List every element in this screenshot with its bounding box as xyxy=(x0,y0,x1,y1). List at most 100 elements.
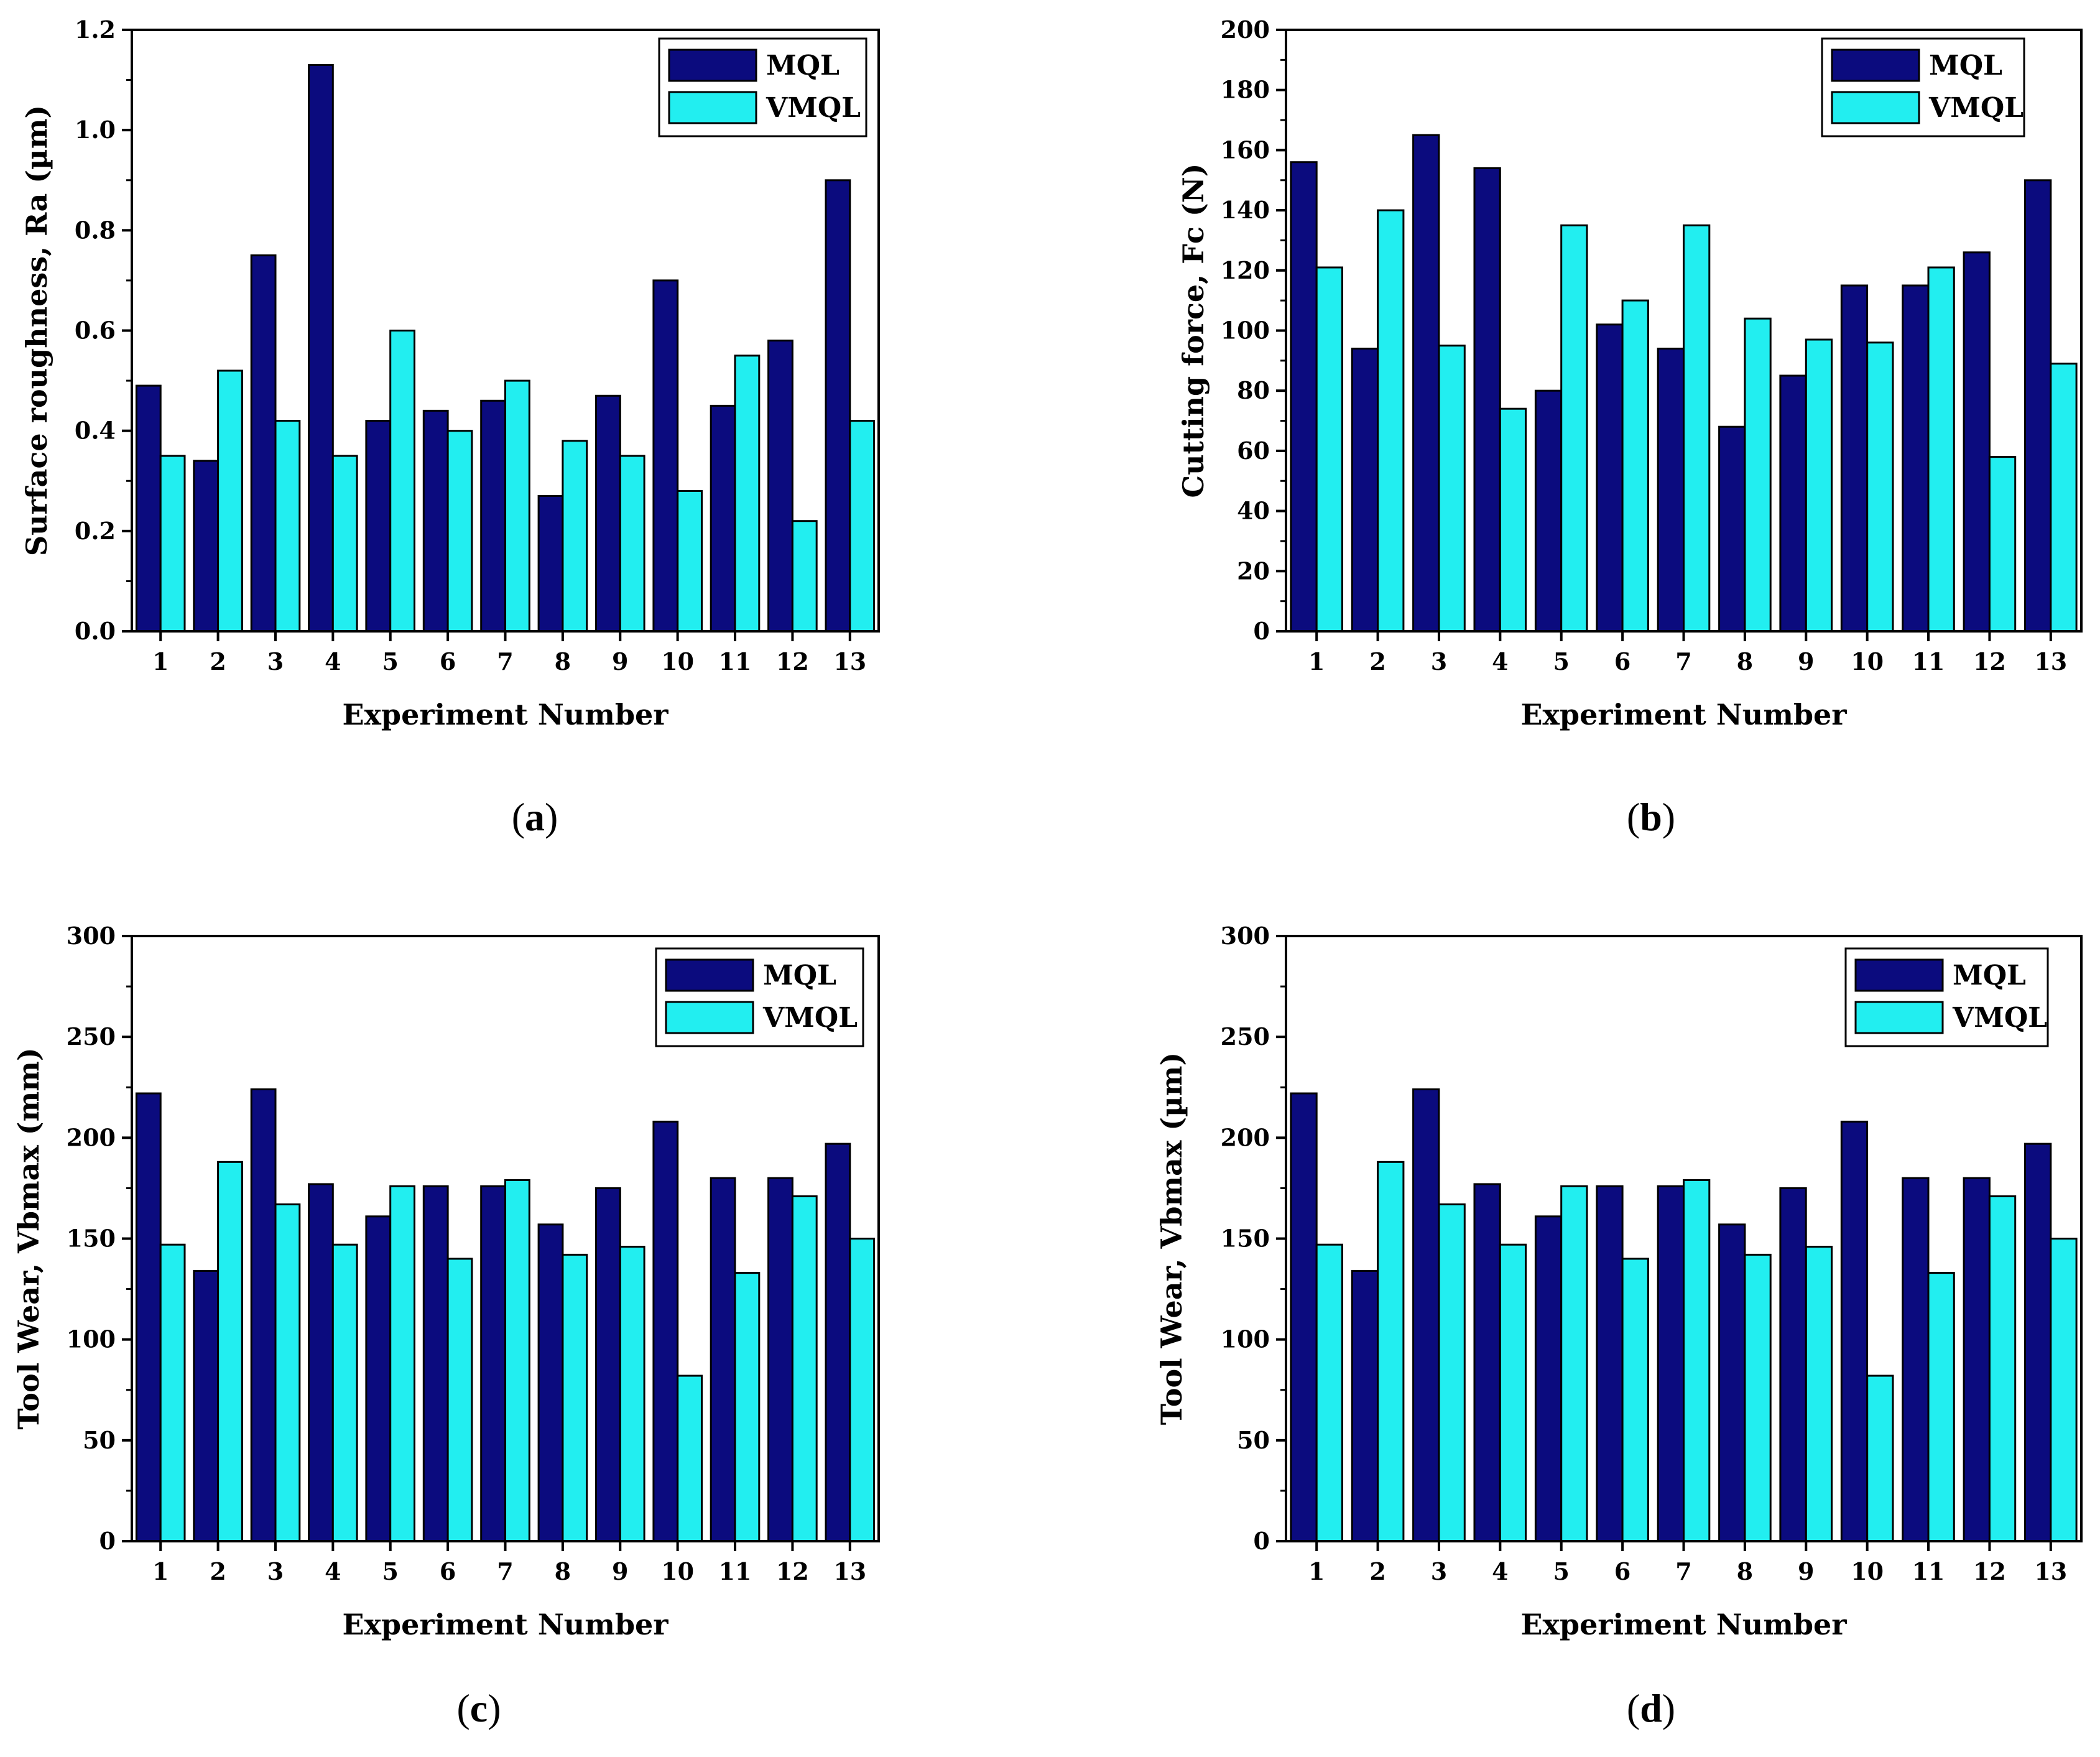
x-tick-label: 1 xyxy=(1308,647,1325,675)
x-tick-label: 2 xyxy=(210,1557,226,1585)
bar-vmql-7 xyxy=(504,379,530,633)
legend: MQL VMQL xyxy=(658,37,867,137)
y-tick-label: 300 xyxy=(67,922,116,950)
bar-mql-6 xyxy=(1596,323,1624,633)
bar-vmql-9 xyxy=(619,455,645,633)
bar-vmql-4 xyxy=(331,455,358,633)
x-tick-label: 1 xyxy=(1308,1557,1325,1585)
bar-vmql-5 xyxy=(1560,1185,1588,1542)
bar-vmql-10 xyxy=(1866,1375,1894,1542)
bar-mql-10 xyxy=(652,1120,679,1542)
legend-swatch-vmql xyxy=(665,1001,754,1034)
y-tick-label: 100 xyxy=(1221,1325,1270,1353)
y-tick-label: 100 xyxy=(67,1325,116,1353)
bar-vmql-3 xyxy=(274,1203,301,1542)
bar-mql-3 xyxy=(1412,134,1440,633)
bar-vmql-12 xyxy=(1988,1195,2017,1542)
legend-swatch-vmql xyxy=(1831,91,1920,124)
bar-mql-5 xyxy=(1534,1215,1563,1542)
bar-mql-6 xyxy=(422,1185,449,1542)
bar-mql-10 xyxy=(652,279,679,633)
bar-vmql-1 xyxy=(1315,266,1343,633)
bar-vmql-9 xyxy=(1805,1246,1833,1542)
bar-vmql-8 xyxy=(1744,1253,1772,1542)
bar-mql-2 xyxy=(193,1269,220,1542)
bar-mql-4 xyxy=(1473,1183,1501,1542)
legend: MQL VMQL xyxy=(1844,947,2049,1047)
legend: MQL VMQL xyxy=(655,947,864,1047)
panel-caption: (d) xyxy=(1627,1686,1675,1730)
legend-label-mql: MQL xyxy=(1953,960,2026,991)
x-tick-label: 8 xyxy=(1737,647,1753,675)
bar-vmql-13 xyxy=(2050,1238,2078,1542)
x-tick-label: 10 xyxy=(661,1557,694,1585)
bar-vmql-7 xyxy=(1683,1179,1711,1542)
bar-vmql-11 xyxy=(734,1272,761,1542)
bar-mql-10 xyxy=(1840,1120,1869,1542)
y-tick-label: 100 xyxy=(1221,317,1270,345)
y-tick-label: 140 xyxy=(1221,196,1270,224)
bar-vmql-11 xyxy=(1927,266,1955,633)
bar-mql-10 xyxy=(1840,284,1869,633)
x-tick-label: 3 xyxy=(267,1557,284,1585)
bar-vmql-10 xyxy=(1866,341,1894,633)
x-tick-label: 7 xyxy=(497,1557,513,1585)
y-tick-label: 60 xyxy=(1237,437,1270,465)
bar-vmql-2 xyxy=(217,369,243,633)
bar-mql-8 xyxy=(1718,1223,1746,1542)
bar-vmql-10 xyxy=(677,489,703,633)
y-axis-label: Cutting force, Fc (N) xyxy=(1177,164,1210,498)
x-tick-label: 3 xyxy=(1431,647,1447,675)
bar-vmql-6 xyxy=(1621,1258,1649,1542)
x-tick-label: 13 xyxy=(833,647,866,675)
x-tick-label: 9 xyxy=(1798,647,1814,675)
bars-d xyxy=(1290,1088,2078,1542)
x-tick-label: 4 xyxy=(1492,1557,1508,1585)
legend-swatch-mql xyxy=(1831,49,1920,82)
bar-mql-13 xyxy=(825,179,851,633)
legend-label-vmql: VMQL xyxy=(766,92,861,124)
y-tick-label: 40 xyxy=(1237,497,1270,525)
x-tick-label: 5 xyxy=(382,1557,399,1585)
x-tick-label: 4 xyxy=(325,1557,341,1585)
bar-mql-9 xyxy=(1779,1187,1807,1542)
x-tick-label: 7 xyxy=(497,647,513,675)
bar-mql-9 xyxy=(1779,374,1807,633)
y-tick-label: 1.0 xyxy=(75,116,116,144)
bar-vmql-9 xyxy=(1805,338,1833,633)
bar-mql-2 xyxy=(1351,1269,1379,1542)
bar-vmql-7 xyxy=(504,1179,530,1542)
bar-vmql-8 xyxy=(1744,317,1772,633)
bar-mql-13 xyxy=(2024,179,2052,633)
panel-caption: (a) xyxy=(512,795,558,839)
y-tick-label: 0.0 xyxy=(75,617,116,645)
bar-vmql-6 xyxy=(446,430,473,633)
y-tick-label: 250 xyxy=(67,1022,116,1050)
x-tick-label: 10 xyxy=(1851,1557,1884,1585)
bar-vmql-6 xyxy=(1621,299,1649,633)
bar-mql-11 xyxy=(1902,284,1930,633)
y-tick-label: 0.2 xyxy=(75,517,116,545)
x-tick-label: 7 xyxy=(1675,1557,1691,1585)
bar-mql-7 xyxy=(1657,1185,1685,1542)
x-tick-label: 11 xyxy=(719,647,752,675)
bar-vmql-11 xyxy=(1927,1272,1955,1542)
y-tick-label: 0.8 xyxy=(75,216,116,244)
bar-vmql-4 xyxy=(331,1243,358,1542)
bar-vmql-8 xyxy=(562,440,588,633)
x-tick-label: 12 xyxy=(776,647,809,675)
x-tick-label: 6 xyxy=(440,647,456,675)
bar-vmql-7 xyxy=(1683,224,1711,633)
x-tick-label: 5 xyxy=(1553,647,1570,675)
x-tick-label: 8 xyxy=(1737,1557,1753,1585)
x-axis-label: Experiment Number xyxy=(1520,1608,1847,1641)
bar-mql-6 xyxy=(422,409,449,633)
y-axis-label: Tool Wear, Vbmax (mm) xyxy=(12,1047,45,1429)
legend-swatch-mql xyxy=(1854,958,1944,992)
legend-label-vmql: VMQL xyxy=(762,1002,858,1034)
bars-c xyxy=(135,1088,876,1542)
x-tick-label: 3 xyxy=(267,647,284,675)
bar-vmql-5 xyxy=(389,1185,416,1542)
